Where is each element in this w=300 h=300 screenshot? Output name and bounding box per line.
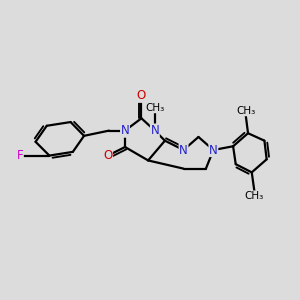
Text: O: O [103,149,112,162]
Text: O: O [137,89,146,102]
Text: N: N [151,124,159,137]
Text: N: N [179,143,188,157]
Text: N: N [209,143,218,157]
Text: CH₃: CH₃ [145,103,164,113]
Text: CH₃: CH₃ [236,106,255,116]
Text: F: F [17,149,23,162]
Text: N: N [121,124,129,137]
Text: CH₃: CH₃ [245,191,264,201]
